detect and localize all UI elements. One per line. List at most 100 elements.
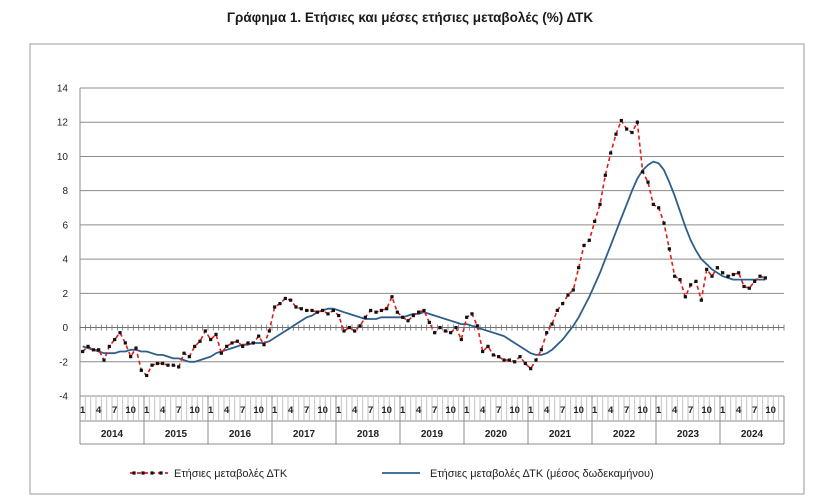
data-point — [465, 315, 469, 319]
y-tick-label: 6 — [62, 220, 68, 231]
data-point — [358, 324, 362, 328]
data-point — [603, 173, 607, 177]
legend: Ετήσιες μεταβολές ΔΤΚ Ετήσιες μεταβολές Δ… — [130, 468, 654, 480]
data-point — [438, 325, 442, 330]
x-year-label: 2018 — [357, 429, 380, 440]
x-month-label: 10 — [573, 405, 584, 416]
data-point — [187, 355, 191, 359]
data-point — [113, 337, 117, 342]
data-point — [427, 320, 431, 325]
x-year-label: 2014 — [101, 429, 124, 440]
y-tick-label: -2 — [59, 357, 68, 368]
data-point — [673, 274, 677, 278]
series-line-average — [82, 160, 766, 363]
data-point — [102, 358, 106, 362]
data-point — [534, 358, 538, 362]
x-month-label: 10 — [125, 405, 136, 416]
data-point — [635, 120, 639, 124]
x-month-label: 1 — [144, 405, 150, 416]
x-month-label: 4 — [224, 405, 230, 416]
data-point — [470, 312, 474, 316]
data-point — [209, 337, 213, 342]
x-month-label: 7 — [624, 405, 629, 416]
data-point — [715, 266, 719, 270]
x-month-label: 1 — [592, 405, 598, 416]
data-point — [705, 267, 709, 271]
x-month-label: 10 — [509, 405, 520, 416]
data-point — [257, 334, 261, 338]
data-point — [507, 358, 511, 362]
x-year-label: 2020 — [485, 429, 508, 440]
grid-lines — [79, 87, 785, 397]
data-point — [625, 127, 629, 131]
x-month-label: 1 — [720, 405, 726, 416]
chart-title: Γράφημα 1. Ετήσιες και μέσες ετήσιες μετ… — [226, 10, 594, 25]
x-month-label: 7 — [112, 405, 117, 416]
legend-label-annual: Ετήσιες μεταβολές ΔΤΚ — [174, 468, 288, 480]
data-point — [374, 310, 378, 314]
data-point — [363, 315, 367, 319]
data-point — [731, 272, 735, 277]
data-point — [182, 351, 186, 355]
data-point — [401, 315, 405, 319]
data-point — [81, 349, 85, 354]
legend-marker — [132, 471, 136, 475]
x-year-label: 2015 — [165, 429, 188, 440]
data-point — [662, 221, 666, 225]
data-point — [294, 305, 298, 309]
data-point — [203, 329, 207, 333]
data-point — [747, 286, 751, 290]
data-point — [577, 266, 581, 270]
data-point — [262, 343, 266, 347]
data-point — [513, 360, 517, 364]
data-point — [667, 247, 671, 251]
data-point — [235, 339, 239, 343]
data-point — [347, 325, 351, 330]
data-point — [145, 373, 149, 378]
data-point — [593, 219, 597, 224]
data-point — [198, 339, 202, 343]
data-point — [587, 238, 591, 242]
data-point — [155, 361, 159, 366]
data-point — [326, 312, 330, 316]
x-month-label: 10 — [637, 405, 648, 416]
data-point — [91, 348, 95, 352]
data-point — [129, 355, 133, 359]
data-point — [86, 344, 90, 348]
data-point — [646, 180, 650, 184]
legend-label-average: Ετήσιες μεταβολές ΔΤΚ (μέσος δωδεκαμήνου… — [430, 468, 654, 480]
x-month-label: 7 — [304, 405, 309, 416]
x-month-label: 1 — [656, 405, 662, 416]
x-month-label: 7 — [176, 405, 181, 416]
data-point — [118, 331, 122, 335]
data-point — [651, 202, 655, 206]
data-point — [699, 298, 703, 302]
data-point — [561, 302, 565, 306]
data-point — [550, 322, 554, 326]
data-point — [390, 295, 394, 299]
data-point — [321, 308, 325, 313]
data-point — [315, 310, 319, 314]
data-point — [310, 308, 314, 313]
x-year-label: 2022 — [613, 429, 636, 440]
x-month-label: 4 — [352, 405, 358, 416]
data-point — [694, 279, 698, 283]
data-point — [193, 344, 197, 348]
data-point — [134, 346, 138, 350]
data-point — [422, 308, 426, 313]
data-point — [395, 310, 399, 314]
data-point — [571, 288, 575, 292]
data-point — [278, 302, 282, 306]
y-tick-label: 10 — [57, 152, 69, 163]
data-point — [299, 307, 303, 311]
data-point — [241, 344, 245, 348]
y-tick-label: 8 — [62, 186, 68, 197]
x-month-label: 1 — [528, 405, 534, 416]
data-point — [641, 170, 645, 174]
x-year-label: 2017 — [293, 429, 316, 440]
x-month-label: 4 — [96, 405, 102, 416]
data-point — [502, 358, 506, 362]
data-point — [230, 341, 234, 345]
x-month-label: 7 — [560, 405, 565, 416]
